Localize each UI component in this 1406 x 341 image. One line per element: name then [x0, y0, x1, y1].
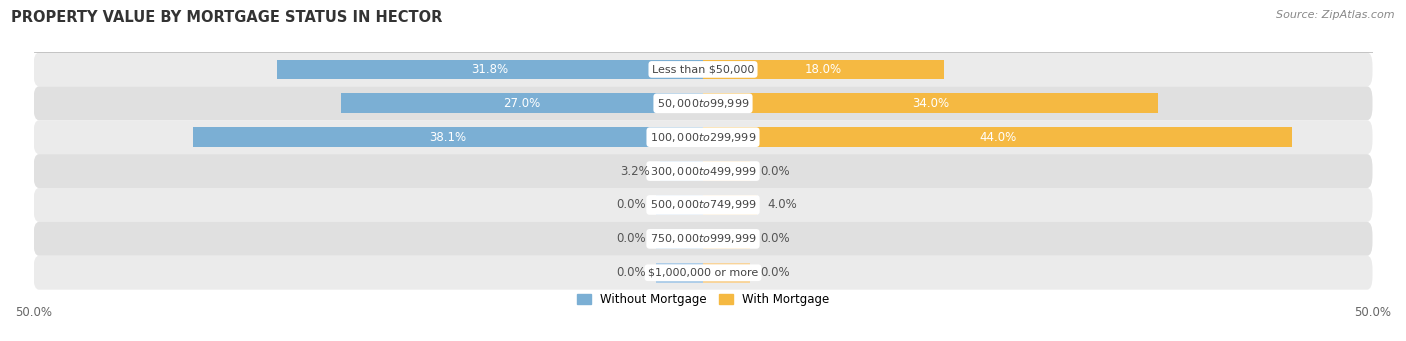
Text: 0.0%: 0.0% [616, 232, 645, 245]
Text: 0.0%: 0.0% [761, 165, 790, 178]
Text: 38.1%: 38.1% [429, 131, 467, 144]
Text: $300,000 to $499,999: $300,000 to $499,999 [650, 165, 756, 178]
Bar [703, 93, 1159, 113]
Text: 34.0%: 34.0% [912, 97, 949, 110]
FancyBboxPatch shape [34, 188, 1372, 222]
Bar [657, 263, 703, 283]
Text: $500,000 to $749,999: $500,000 to $749,999 [650, 198, 756, 211]
Bar [277, 60, 703, 79]
Bar [703, 263, 749, 283]
Bar [342, 93, 703, 113]
Text: 0.0%: 0.0% [761, 232, 790, 245]
Bar [703, 161, 749, 181]
FancyBboxPatch shape [34, 86, 1372, 120]
Bar [657, 195, 703, 215]
Legend: Without Mortgage, With Mortgage: Without Mortgage, With Mortgage [572, 288, 834, 311]
Bar [703, 60, 943, 79]
Text: 3.2%: 3.2% [620, 165, 650, 178]
Bar [703, 229, 749, 249]
Text: Source: ZipAtlas.com: Source: ZipAtlas.com [1277, 10, 1395, 20]
Text: $100,000 to $299,999: $100,000 to $299,999 [650, 131, 756, 144]
Bar [703, 195, 756, 215]
Text: 18.0%: 18.0% [806, 63, 842, 76]
Bar [661, 161, 703, 181]
Text: 27.0%: 27.0% [503, 97, 541, 110]
Text: 0.0%: 0.0% [616, 198, 645, 211]
FancyBboxPatch shape [34, 154, 1372, 188]
Text: PROPERTY VALUE BY MORTGAGE STATUS IN HECTOR: PROPERTY VALUE BY MORTGAGE STATUS IN HEC… [11, 10, 443, 25]
Text: 4.0%: 4.0% [768, 198, 797, 211]
Bar [193, 127, 703, 147]
Text: 31.8%: 31.8% [471, 63, 509, 76]
Text: Less than $50,000: Less than $50,000 [652, 64, 754, 74]
FancyBboxPatch shape [34, 53, 1372, 86]
Text: $750,000 to $999,999: $750,000 to $999,999 [650, 232, 756, 245]
Text: 0.0%: 0.0% [761, 266, 790, 279]
Text: 44.0%: 44.0% [979, 131, 1017, 144]
Text: $1,000,000 or more: $1,000,000 or more [648, 268, 758, 278]
FancyBboxPatch shape [34, 120, 1372, 154]
Text: $50,000 to $99,999: $50,000 to $99,999 [657, 97, 749, 110]
Bar [703, 127, 1292, 147]
Bar [657, 229, 703, 249]
FancyBboxPatch shape [34, 256, 1372, 290]
FancyBboxPatch shape [34, 222, 1372, 256]
Text: 0.0%: 0.0% [616, 266, 645, 279]
